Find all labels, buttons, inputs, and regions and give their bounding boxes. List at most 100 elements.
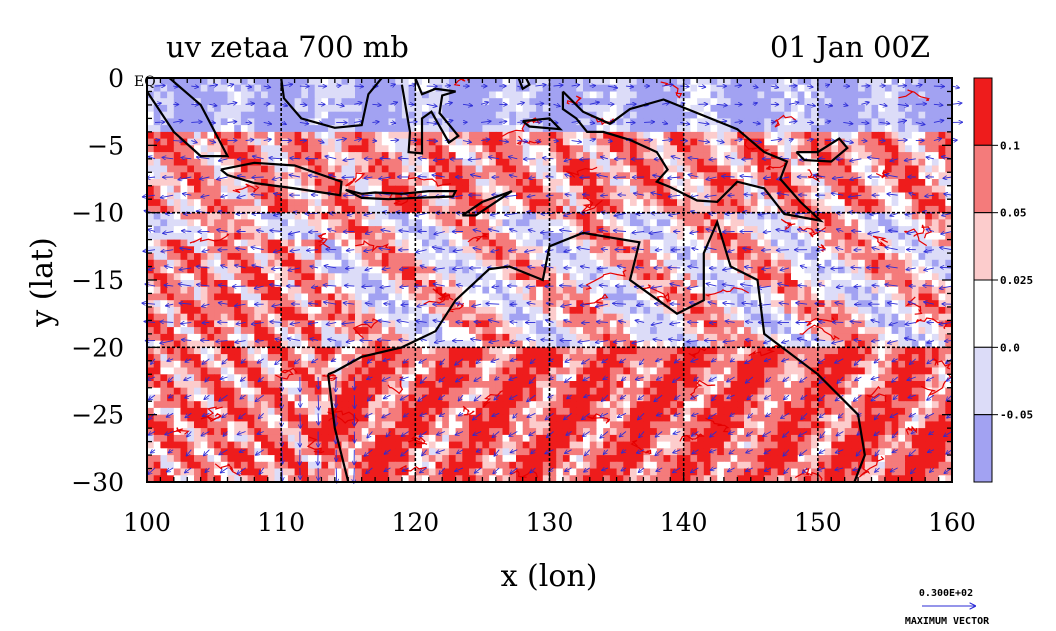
field-cell: [334, 165, 343, 173]
field-cell: [804, 158, 812, 167]
field-cell: [811, 192, 819, 200]
field-cell: [730, 118, 738, 126]
field-cell: [388, 347, 396, 355]
field-cell: [267, 158, 276, 167]
field-cell: [482, 253, 490, 261]
field-cell: [576, 145, 584, 153]
field-cell: [408, 273, 416, 281]
field-cell: [770, 232, 779, 241]
field-cell: [448, 313, 457, 321]
field-cell: [294, 104, 302, 113]
field-cell: [616, 259, 624, 268]
field-cell: [542, 280, 551, 288]
field-cell: [804, 293, 812, 301]
field-cell: [200, 333, 208, 342]
field-cell: [240, 327, 249, 335]
field-cell: [710, 347, 718, 355]
field-cell: [831, 219, 839, 227]
field-cell: [220, 320, 229, 328]
field-cell: [663, 327, 671, 335]
field-cell: [683, 131, 691, 140]
field-cell: [824, 306, 832, 315]
field-cell: [334, 78, 343, 86]
field-cell: [556, 158, 564, 167]
field-cell: [898, 111, 906, 119]
field-cell: [650, 226, 658, 234]
field-cell: [301, 246, 309, 254]
field-cell: [287, 347, 296, 355]
field-cell: [616, 172, 624, 180]
field-cell: [180, 78, 188, 86]
field-cell: [878, 111, 886, 119]
field-cell: [677, 226, 685, 234]
field-cell: [938, 118, 946, 126]
field-cell: [596, 246, 604, 254]
field-cell: [670, 138, 678, 146]
field-cell: [482, 91, 490, 99]
field-cell: [656, 192, 665, 200]
field-cell: [804, 327, 812, 335]
field-cell: [562, 165, 571, 173]
field-cell: [234, 152, 242, 160]
field-cell: [844, 320, 852, 328]
field-cell: [462, 313, 470, 321]
field-cell: [287, 232, 296, 241]
field-cell: [925, 131, 933, 140]
field-cell: [636, 232, 644, 241]
field-cell: [844, 266, 852, 274]
field-cell: [167, 266, 175, 274]
field-cell: [583, 125, 591, 133]
field-cell: [838, 239, 846, 247]
field-cell: [516, 152, 524, 160]
field-cell: [643, 138, 651, 146]
field-cell: [945, 125, 952, 133]
field-cell: [703, 131, 712, 140]
field-cell: [381, 158, 390, 167]
field-cell: [254, 165, 262, 173]
field-cell: [616, 280, 624, 288]
field-cell: [817, 185, 826, 193]
field-cell: [361, 226, 369, 234]
field-cell: [878, 232, 886, 241]
field-cell: [388, 280, 396, 288]
field-cell: [415, 306, 423, 315]
field-cell: [388, 239, 396, 247]
field-cell: [502, 286, 510, 294]
field-cell: [267, 259, 276, 268]
field-cell: [569, 280, 577, 288]
field-cell: [415, 293, 423, 301]
field-cell: [905, 253, 913, 261]
field-cell: [227, 125, 235, 133]
field-cell: [556, 165, 564, 173]
field-cell: [355, 306, 363, 315]
field-cell: [489, 91, 497, 99]
field-cell: [871, 313, 879, 321]
field-cell: [321, 219, 329, 227]
field-cell: [677, 340, 685, 348]
field-cell: [670, 273, 678, 281]
field-cell: [824, 219, 832, 227]
field-cell: [408, 104, 416, 113]
field-cell: [569, 354, 577, 362]
field-cell: [710, 320, 718, 328]
field-cell: [475, 78, 483, 86]
field-cell: [636, 219, 644, 227]
field-cell: [858, 293, 866, 301]
field-cell: [462, 138, 470, 146]
field-cell: [817, 259, 826, 268]
field-cell: [583, 104, 591, 113]
field-cell: [562, 185, 571, 193]
field-cell: [583, 158, 591, 167]
field-cell: [194, 293, 202, 301]
field-cell: [428, 205, 437, 214]
field-cell: [220, 340, 229, 348]
field-cell: [737, 111, 745, 119]
field-cell: [784, 212, 792, 220]
field-cell: [502, 152, 510, 160]
field-cell: [744, 118, 752, 126]
field-cell: [884, 300, 893, 308]
field-cell: [569, 300, 577, 308]
field-cell: [214, 232, 222, 241]
field-cell: [656, 111, 665, 119]
field-cell: [381, 172, 390, 180]
